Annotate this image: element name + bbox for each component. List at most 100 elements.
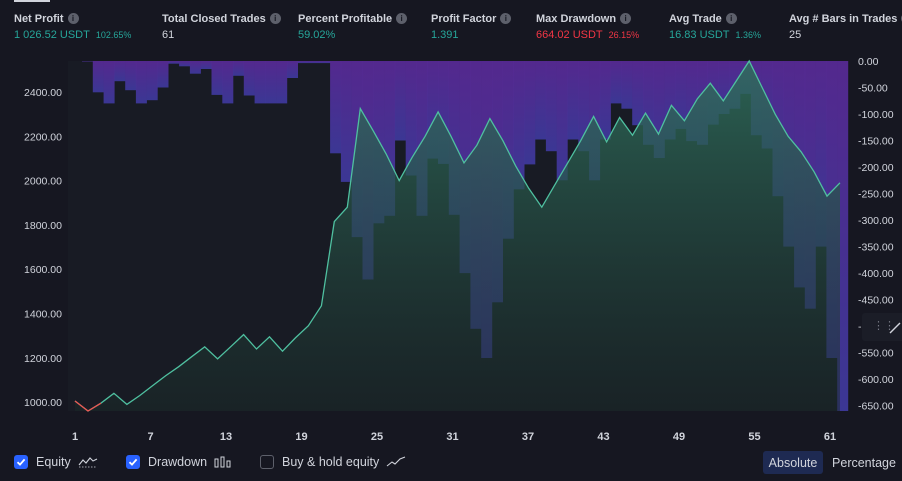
info-icon[interactable]: i: [500, 13, 512, 24]
metric-value: 59.02%: [298, 29, 336, 41]
drawdown-bars-icon: [214, 456, 232, 468]
right-axis: 0.00 -50.00 -100.00 -150.00 -200.00 -250.00 -3…: [858, 56, 894, 413]
metric-value: 25: [789, 29, 802, 41]
metric-title: Max Drawdown: [536, 12, 617, 25]
drawdown-bar: [340, 61, 352, 182]
drawdown-bar: [308, 61, 320, 64]
metric-value: 664.02 USDT: [536, 29, 603, 41]
metric-percent: 26.15%: [608, 30, 640, 40]
drawdown-bar: [179, 61, 191, 67]
drawdown-bar: [103, 61, 115, 104]
legend-label: Drawdown: [148, 455, 208, 469]
equity-series: [74, 59, 841, 412]
legend-equity[interactable]: Equity: [14, 452, 98, 472]
metric-title: Avg # Bars in Trades: [789, 12, 898, 25]
legend-buy-hold[interactable]: Buy & hold equity: [260, 452, 406, 472]
x-tick-label: 19: [295, 431, 307, 443]
left-tick-label: 1800.00: [24, 220, 62, 232]
x-tick-label: 13: [220, 431, 232, 443]
right-tick-label: -100.00: [858, 109, 894, 121]
drawdown-bar: [718, 61, 730, 114]
metric-value: 16.83 USDT: [669, 29, 730, 41]
x-tick-label: 43: [597, 431, 609, 443]
drawdown-bar: [643, 61, 654, 145]
metric-value: 61: [162, 29, 175, 41]
drawdown-bar: [556, 61, 568, 181]
equity-line-icon: [78, 456, 98, 468]
x-tick-label: 7: [147, 431, 153, 443]
buy-hold-checkbox[interactable]: [260, 455, 274, 469]
absolute-toggle[interactable]: Absolute: [763, 451, 823, 474]
info-icon[interactable]: i: [269, 13, 281, 24]
left-tick-label: 1000.00: [24, 397, 62, 409]
info-icon[interactable]: i: [725, 13, 737, 24]
equity-area: [75, 61, 840, 411]
check-icon: [128, 458, 138, 466]
right-tick-label: -550.00: [858, 348, 894, 360]
drag-handle-icon[interactable]: ⋮⋮: [873, 320, 895, 332]
drawdown-bar: [545, 61, 557, 152]
left-tick-label: 2400.00: [24, 87, 62, 99]
right-tick-label: -50.00: [858, 83, 888, 95]
drawdown-bar: [82, 61, 93, 62]
drawdown-bar: [513, 61, 525, 190]
x-tick-label: 49: [673, 431, 685, 443]
drawdown-bar: [157, 61, 169, 88]
percentage-toggle[interactable]: Percentage: [832, 455, 896, 470]
right-tick-label: -300.00: [858, 215, 894, 227]
right-tick-label: -200.00: [858, 162, 894, 174]
drawdown-bar: [189, 61, 201, 74]
equity-checkbox[interactable]: [14, 455, 28, 469]
metric-title: Avg Trade: [669, 12, 722, 25]
drawdown-bar: [535, 61, 547, 140]
drawdown-bar: [92, 61, 104, 93]
drawdown-bar: [438, 61, 449, 164]
x-axis: 1 7 13 19 25 31 37 43 49 55 61: [72, 431, 836, 443]
legend-drawdown[interactable]: Drawdown: [126, 452, 232, 472]
right-tick-label: -350.00: [858, 242, 894, 254]
x-tick-label: 1: [72, 431, 78, 443]
drawdown-bar: [405, 61, 417, 176]
drawdown-bar: [815, 61, 827, 247]
right-tick-label: -400.00: [858, 268, 894, 280]
metric-percent: 102.65%: [95, 30, 132, 40]
drawdown-bar: [502, 61, 514, 239]
info-icon[interactable]: i: [620, 13, 632, 24]
info-icon[interactable]: i: [396, 13, 408, 24]
metric-value: 1 026.52 USDT: [14, 29, 90, 41]
metric-title: Percent Profitable: [298, 12, 393, 25]
drawdown-bar: [254, 61, 266, 104]
equity-loss-segment: [74, 400, 102, 412]
info-icon[interactable]: i: [67, 13, 79, 24]
legend-label: Equity: [36, 455, 71, 469]
buy-hold-line-icon: [386, 456, 406, 468]
legend-label: Buy & hold equity: [282, 455, 380, 469]
drawdown-bar: [567, 61, 579, 140]
metric-value: 1.391: [431, 29, 459, 41]
drawdown-bar: [686, 61, 698, 142]
drawdown-bar: [200, 61, 212, 69]
right-tick-label: -450.00: [858, 295, 894, 307]
right-tick-label: -600.00: [858, 374, 894, 386]
drawdown-bar: [276, 61, 288, 104]
drawdown-checkbox[interactable]: [126, 455, 140, 469]
scale-widget[interactable]: ⋮⋮: [862, 313, 902, 341]
left-tick-label: 1400.00: [24, 309, 62, 321]
metric-profit-factor: Profit Factor i 1.391: [431, 11, 512, 41]
x-tick-label: 37: [522, 431, 534, 443]
left-tick-label: 2200.00: [24, 131, 62, 143]
drawdown-bar: [578, 61, 590, 152]
drawdown-bar: [146, 61, 158, 101]
metric-title: Total Closed Trades: [162, 12, 266, 25]
drawdown-bar: [233, 61, 244, 76]
drawdown-bar: [330, 61, 342, 154]
drawdown-bar: [135, 61, 147, 104]
active-tab-indicator: [14, 0, 50, 2]
drawdown-bar: [297, 61, 309, 64]
x-tick-label: 31: [446, 431, 458, 443]
drawdown-bar: [599, 61, 611, 140]
check-icon: [16, 458, 26, 466]
drawdown-bar: [222, 61, 234, 104]
drawdown-bar: [675, 61, 687, 129]
